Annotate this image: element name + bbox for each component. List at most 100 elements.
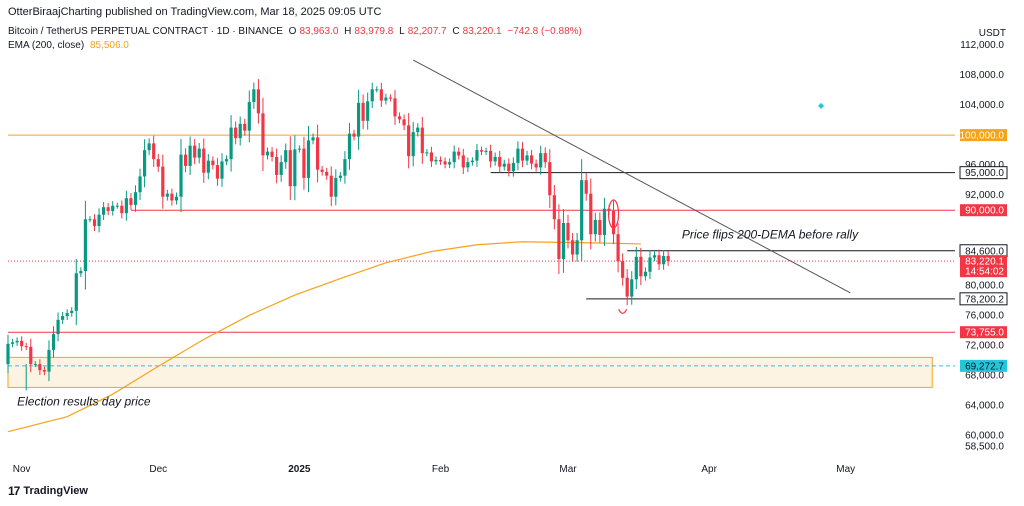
candle-body <box>429 152 434 162</box>
candle-body <box>498 156 502 167</box>
candle-body <box>97 214 101 226</box>
candle-body <box>270 151 274 157</box>
price-label-box <box>959 166 1008 180</box>
price-label: 90,000.0 <box>965 206 1004 217</box>
price-label: 78,200.2 <box>965 294 1004 305</box>
candle-body <box>334 177 338 197</box>
candle-body <box>224 159 229 162</box>
candle-body <box>484 150 488 152</box>
candle-body <box>425 152 429 154</box>
candle-body <box>411 132 415 157</box>
candle-body <box>279 162 283 175</box>
price-label: 100,000.0 <box>960 131 1005 142</box>
candle-body <box>448 162 452 165</box>
candle-body <box>361 102 365 121</box>
candle-body <box>325 171 329 176</box>
candle-body <box>92 219 97 226</box>
candle-body <box>539 153 543 168</box>
candle-body <box>129 198 133 205</box>
y-tick-label: 92,000.0 <box>965 190 1004 201</box>
change-value: −742.8 (−0.88%) <box>507 26 582 37</box>
candle-body <box>370 89 374 102</box>
candle-body <box>652 255 657 258</box>
currency-label: USDT <box>978 28 1006 39</box>
candle-body <box>124 198 128 214</box>
tradingview-brand: TradingView <box>23 485 88 497</box>
price-label-box <box>959 292 1008 306</box>
candle-body <box>316 137 320 170</box>
candle-body <box>584 180 588 194</box>
candle-body <box>580 180 584 241</box>
candle-body <box>561 222 566 260</box>
y-tick-label: 76,000.0 <box>965 310 1004 321</box>
candle-body <box>165 193 169 197</box>
candle-body <box>343 159 347 176</box>
candle-body <box>120 205 124 214</box>
candle-body <box>197 148 201 158</box>
candle-body <box>138 176 142 193</box>
candle-body <box>183 154 188 166</box>
candle-body <box>630 279 634 297</box>
candle-body <box>662 256 666 265</box>
candle-body <box>115 205 119 207</box>
close-value: 83,220.1 <box>462 26 502 37</box>
candle-body <box>261 113 265 156</box>
price-label: 84,600.0 <box>965 246 1004 257</box>
tradingview-logo-icon: 17 <box>8 484 20 498</box>
y-tick-label: 80,000.0 <box>965 280 1004 291</box>
candle-body <box>106 207 110 211</box>
candle-body <box>557 219 561 260</box>
candle-body <box>38 364 42 371</box>
candle-body <box>443 161 447 165</box>
ema-label: EMA (200, close) <box>8 40 85 51</box>
candle-body <box>152 143 156 160</box>
candle-body <box>393 98 397 117</box>
candle-body <box>70 310 74 314</box>
y-tick-label: 64,000.0 <box>965 400 1004 411</box>
candle-body <box>616 234 620 262</box>
candle-body <box>621 261 625 278</box>
candle-body <box>407 125 411 157</box>
candle-body <box>502 163 506 167</box>
candle-body <box>666 256 670 262</box>
publish-info: OtterBiraajCharting published on Trading… <box>8 6 382 18</box>
candle-body <box>10 342 15 344</box>
candle-body <box>156 159 160 167</box>
ema-legend: EMA (200, close) 85,506.0 <box>8 40 132 51</box>
candle-body <box>356 102 361 137</box>
high-label: H <box>344 26 352 37</box>
candle-body <box>288 150 292 187</box>
candle-body <box>74 273 78 311</box>
x-tick-label: May <box>836 464 855 475</box>
candle-body <box>265 151 270 156</box>
open-label: O <box>288 26 297 37</box>
symbol-name: Bitcoin / TetherUS PERPETUAL CONTRACT · … <box>8 26 283 37</box>
ema-value: 85,506.0 <box>89 40 129 51</box>
candle-body <box>388 97 393 99</box>
candle-body <box>56 319 60 335</box>
candle-body <box>211 160 215 166</box>
y-tick-label: 72,000.0 <box>965 340 1004 351</box>
candle-body <box>570 240 575 255</box>
candle-body <box>24 346 28 348</box>
candle-body <box>329 175 333 197</box>
candle-body <box>229 127 233 160</box>
candle-body <box>366 101 370 121</box>
price-chart[interactable]: Price flips 200-DEMA before rally Electio… <box>0 0 1024 484</box>
candle-body <box>648 257 652 272</box>
candle-body <box>438 159 443 162</box>
highlight-dip <box>618 309 628 314</box>
candle-body <box>434 159 438 162</box>
open-value: 83,963.0 <box>299 26 339 37</box>
candle-body <box>102 207 106 215</box>
candle-body <box>174 196 179 201</box>
x-tick-label: Mar <box>559 464 577 475</box>
candle-body <box>525 155 529 161</box>
candle-body <box>598 219 602 235</box>
support-zone <box>7 356 933 388</box>
candle-body <box>206 160 210 173</box>
symbol-legend: Bitcoin / TetherUS PERPETUAL CONTRACT · … <box>8 26 585 37</box>
candle-body <box>457 151 461 156</box>
candle-body <box>548 162 552 196</box>
candle-body <box>634 256 638 280</box>
